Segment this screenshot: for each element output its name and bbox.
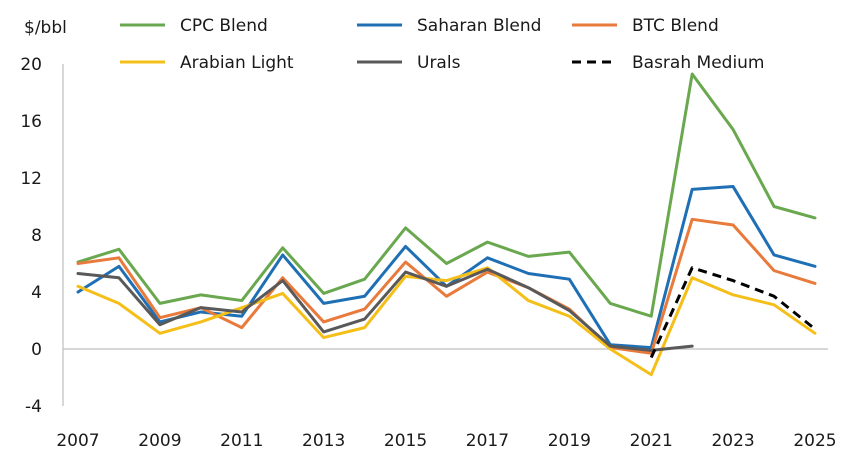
series-line-cpc-blend [76, 72, 817, 318]
y-tick-label: 16 [20, 112, 42, 132]
legend-label-saharan-blend: Saharan Blend [417, 16, 541, 36]
y-tick-label: 12 [20, 169, 42, 189]
y-tick-label: 8 [31, 226, 42, 246]
legend-label-btc-blend: BTC Blend [632, 16, 719, 36]
x-tick-label: 2025 [793, 431, 836, 451]
legend-label-cpc-blend: CPC Blend [180, 16, 268, 36]
plot-area [76, 72, 817, 377]
x-tick-label: 2019 [548, 431, 591, 451]
series-line-saharan-blend [76, 185, 817, 350]
series-line-arabian-light [76, 266, 817, 377]
y-axis-unit-label: $/bbl [24, 18, 67, 38]
x-tick-label: 2013 [302, 431, 345, 451]
legend: CPC Blend Saharan Blend BTC Blend Arabian L… [120, 16, 765, 73]
x-tick-label: 2021 [630, 431, 673, 451]
y-tick-label: 4 [31, 283, 42, 303]
legend-label-basrah-medium: Basrah Medium [632, 53, 765, 73]
y-tick-label: 0 [31, 340, 42, 360]
legend-label-urals: Urals [417, 53, 461, 73]
y-tick-label: -4 [25, 397, 42, 417]
x-tick-label: 2023 [711, 431, 754, 451]
x-tick-label: 2009 [138, 431, 181, 451]
legend-label-arabian-light: Arabian Light [180, 53, 294, 73]
x-tick-label: 2011 [220, 431, 263, 451]
series-line-basrah-medium [649, 266, 816, 359]
x-tick-label: 2017 [466, 431, 509, 451]
x-tick-label: 2007 [56, 431, 99, 451]
series-line-urals [76, 267, 694, 352]
x-tick-label: 2015 [384, 431, 427, 451]
axes: -4 0 4 8 12 16 20 2007 2009 2011 2013 2015 2017 2019 2… [20, 55, 836, 451]
y-tick-label: 20 [20, 55, 42, 75]
